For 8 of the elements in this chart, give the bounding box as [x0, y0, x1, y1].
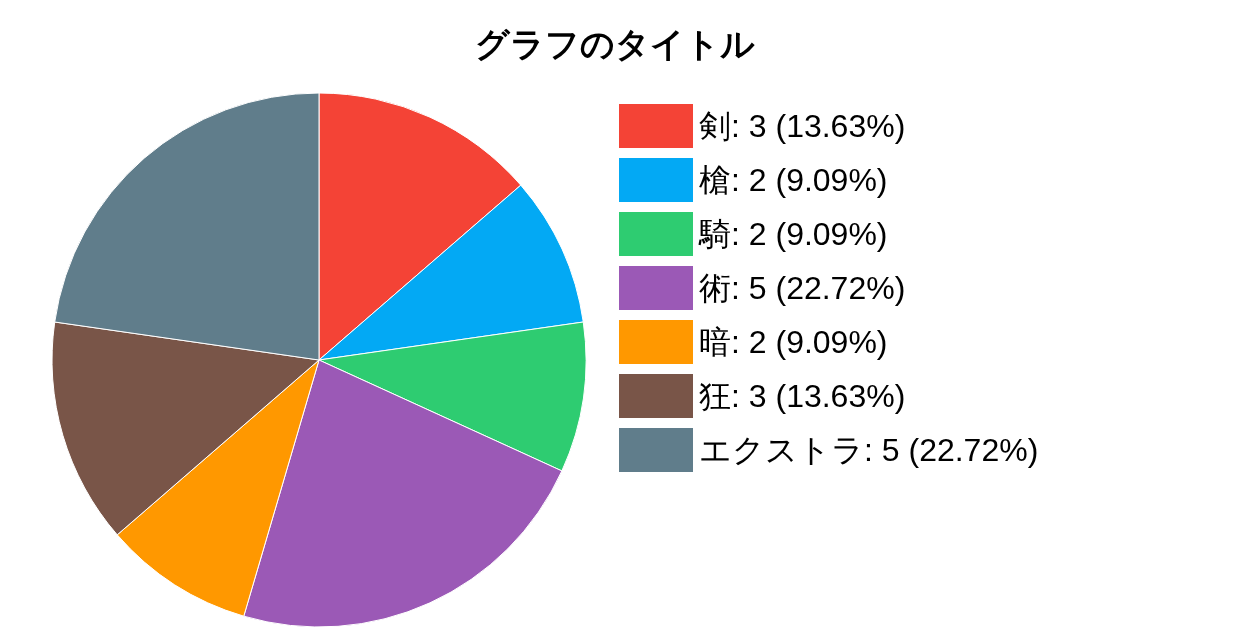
chart-title: グラフのタイトル — [475, 25, 755, 63]
legend-label: 槍: 2 (9.09%) — [699, 162, 888, 198]
legend-label: 狂: 3 (13.63%) — [699, 378, 906, 414]
legend-label: 暗: 2 (9.09%) — [699, 324, 888, 360]
legend-label: 術: 5 (22.72%) — [699, 270, 906, 306]
legend-label: エクストラ: 5 (22.72%) — [699, 432, 1039, 468]
legend-label: 剣: 3 (13.63%) — [699, 108, 906, 144]
legend-label: 騎: 2 (9.09%) — [698, 216, 888, 252]
